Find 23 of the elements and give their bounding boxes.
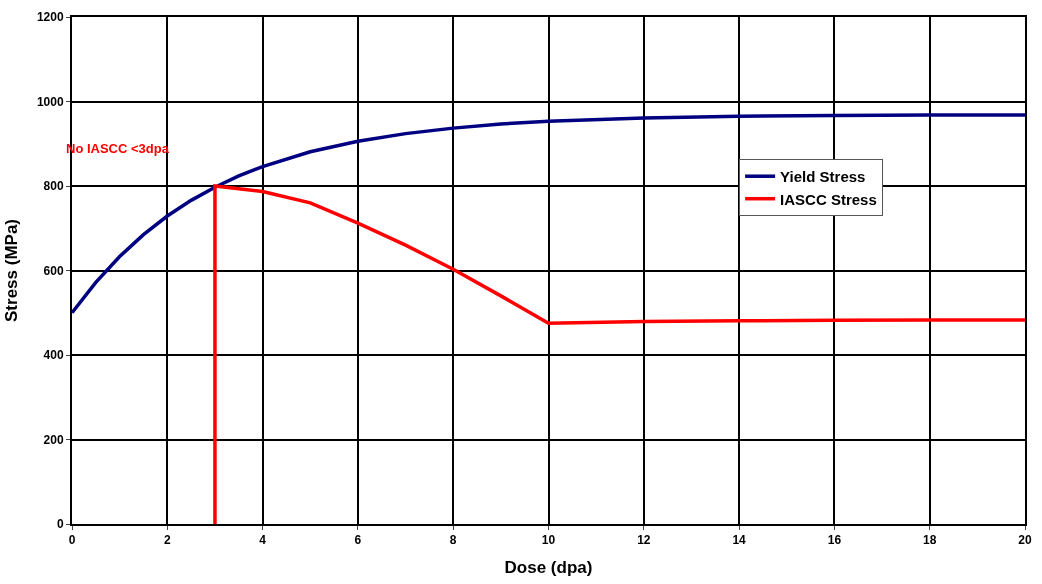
x-tick-label: 4 (259, 533, 267, 548)
x-tick-label: 0 (68, 533, 76, 548)
y-tick-label: 600 (43, 263, 64, 278)
y-tick-label: 800 (43, 179, 64, 194)
x-tick-label: 8 (449, 533, 457, 548)
y-tick-label: 0 (56, 517, 64, 532)
x-tick-label: 16 (827, 533, 842, 548)
legend-label: Yield Stress (780, 168, 866, 186)
y-axis-title: Stress (MPa) (1, 219, 21, 322)
x-axis-title: Dose (dpa) (504, 558, 593, 578)
y-tick-label: 400 (43, 348, 64, 363)
x-tick-label: 18 (923, 533, 937, 548)
y-tick-label: 200 (43, 432, 64, 447)
x-tick-label: 14 (732, 533, 747, 548)
y-tick-label: 1200 (36, 10, 64, 25)
x-tick-label: 2 (163, 533, 171, 548)
line-series (213, 184, 1025, 524)
x-tick-label: 6 (354, 533, 362, 548)
x-tick-label: 20 (1018, 533, 1032, 548)
legend-label: IASCC Stress (780, 190, 877, 208)
x-tick-label: 10 (541, 533, 556, 548)
x-tick-label: 12 (637, 533, 651, 548)
y-tick-label: 1000 (36, 94, 64, 109)
